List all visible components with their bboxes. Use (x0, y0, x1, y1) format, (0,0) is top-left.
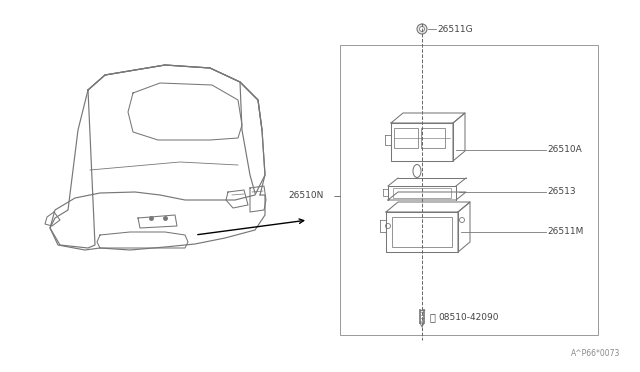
Text: 26510A: 26510A (547, 145, 582, 154)
Text: 26511M: 26511M (547, 228, 584, 237)
Bar (392, 217, 452, 247)
Bar (394, 128, 418, 148)
Circle shape (417, 24, 427, 34)
Text: Ⓢ: Ⓢ (430, 312, 436, 322)
Bar (340, 45, 598, 335)
Text: 26513: 26513 (547, 187, 575, 196)
Text: A^P66*0073: A^P66*0073 (571, 349, 620, 358)
Bar (421, 128, 445, 148)
Bar (386, 212, 458, 252)
Bar (393, 188, 451, 198)
Bar (391, 123, 453, 161)
Text: 26511G: 26511G (437, 25, 472, 33)
Text: 26510N: 26510N (288, 191, 323, 200)
Text: 08510-42090: 08510-42090 (438, 312, 499, 321)
Circle shape (419, 26, 424, 32)
